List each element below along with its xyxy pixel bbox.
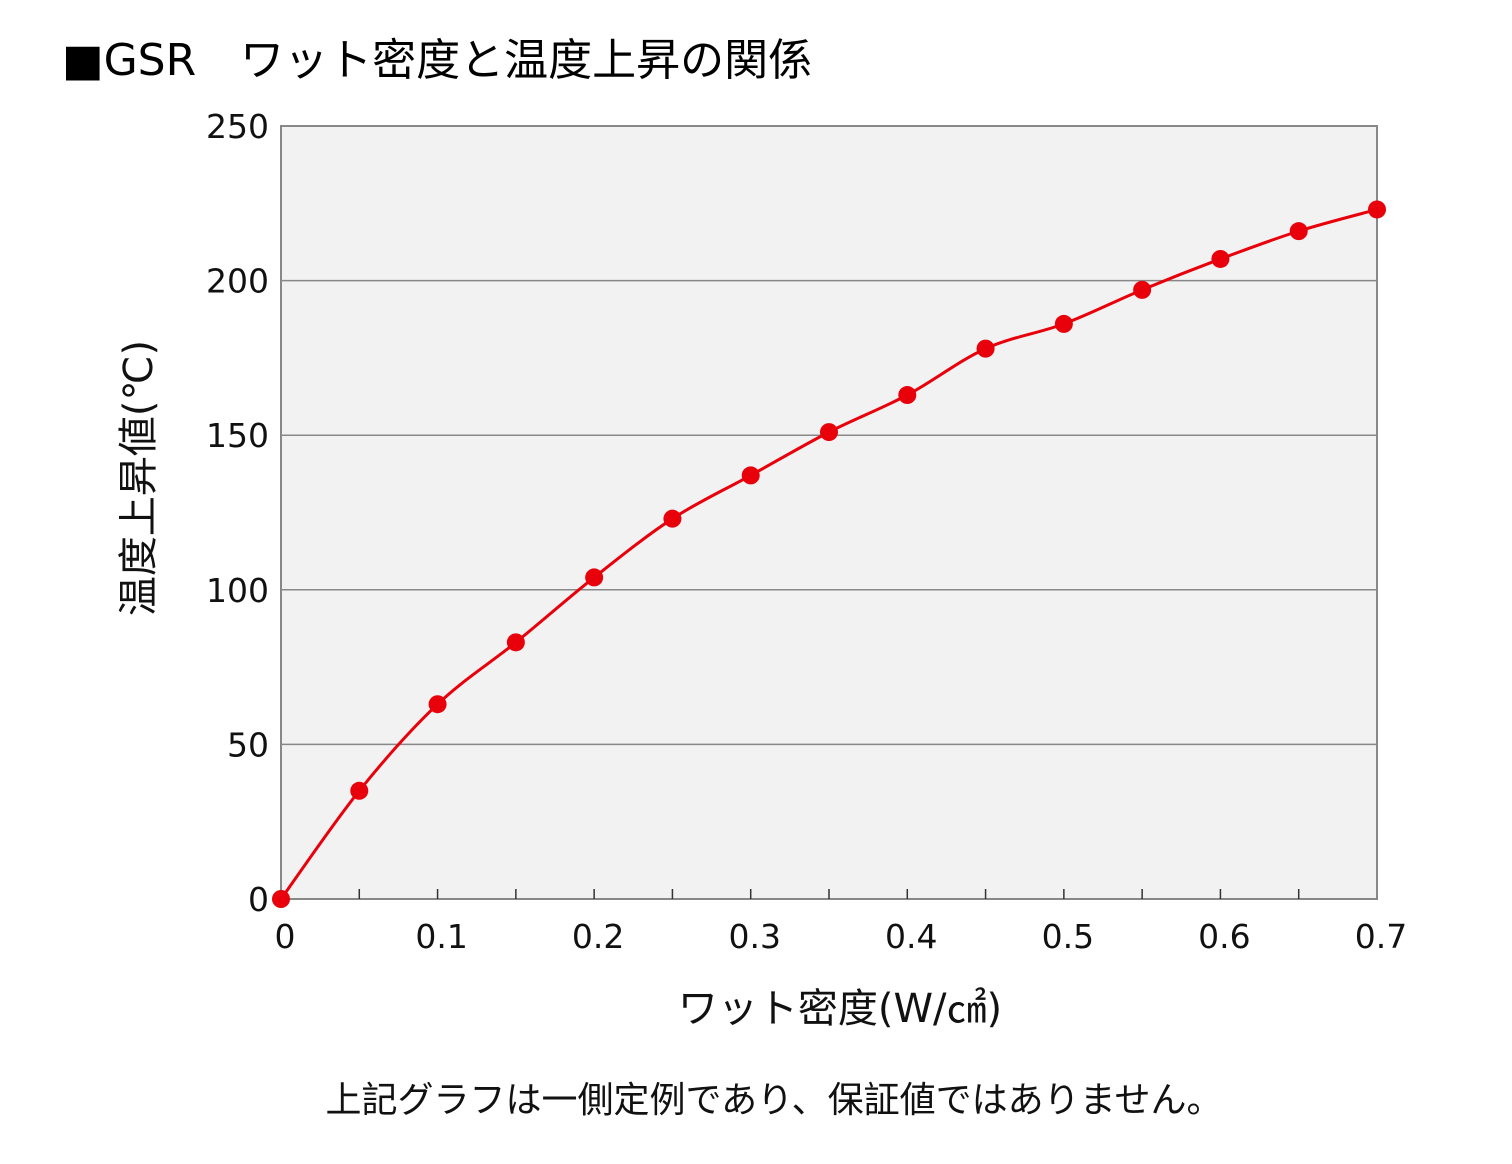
y-tick-label-150: 150	[206, 416, 269, 455]
data-point-0.05	[350, 781, 369, 800]
x-tick-label-0.7: 0.7	[1355, 917, 1407, 956]
data-point-0.55	[1133, 280, 1152, 299]
y-axis: 0 50 100 150 200 250	[206, 107, 269, 919]
data-point-0.2	[585, 568, 604, 587]
data-point-0.25	[663, 509, 682, 528]
x-axis: 0 0.1 0.2 0.3 0.4 0.5 0.6 0.7	[275, 889, 1407, 956]
x-tick-label-0.2: 0.2	[572, 917, 624, 956]
x-tick-label-0: 0	[275, 917, 296, 956]
x-tick-label-0.4: 0.4	[885, 917, 937, 956]
y-tick-label-0: 0	[248, 880, 269, 919]
data-point-0.1	[428, 695, 447, 714]
x-tick-label-0.3: 0.3	[728, 917, 780, 956]
data-point-0.4	[898, 386, 917, 405]
y-tick-label-200: 200	[206, 262, 269, 301]
y-tick-label-250: 250	[206, 107, 269, 146]
series-points	[272, 200, 1386, 908]
y-tick-label-100: 100	[206, 571, 269, 610]
y-tick-label-50: 50	[227, 725, 269, 764]
chart-title: ■GSR ワット密度と温度上昇の関係	[62, 35, 812, 86]
data-point-0.3	[741, 466, 760, 485]
x-axis-label: ワット密度(W/㎠)	[678, 986, 1002, 1032]
x-tick-label-0.6: 0.6	[1198, 917, 1250, 956]
plot-area	[281, 126, 1377, 899]
data-point-0.6	[1211, 249, 1230, 268]
data-point-0	[272, 890, 290, 908]
y-axis-label: 温度上昇値(℃)	[116, 340, 162, 616]
data-point-0.15	[506, 633, 525, 652]
data-point-0.7	[1368, 200, 1386, 219]
data-point-0.35	[820, 423, 838, 442]
x-tick-label-0.5: 0.5	[1042, 917, 1094, 956]
x-tick-label-0.1: 0.1	[415, 917, 467, 956]
data-point-0.5	[1054, 314, 1073, 333]
data-point-0.45	[976, 339, 995, 358]
data-point-0.65	[1289, 222, 1308, 241]
disclaimer-note: 上記グラフは一側定例であり、保証値ではありません。	[325, 1080, 1222, 1121]
